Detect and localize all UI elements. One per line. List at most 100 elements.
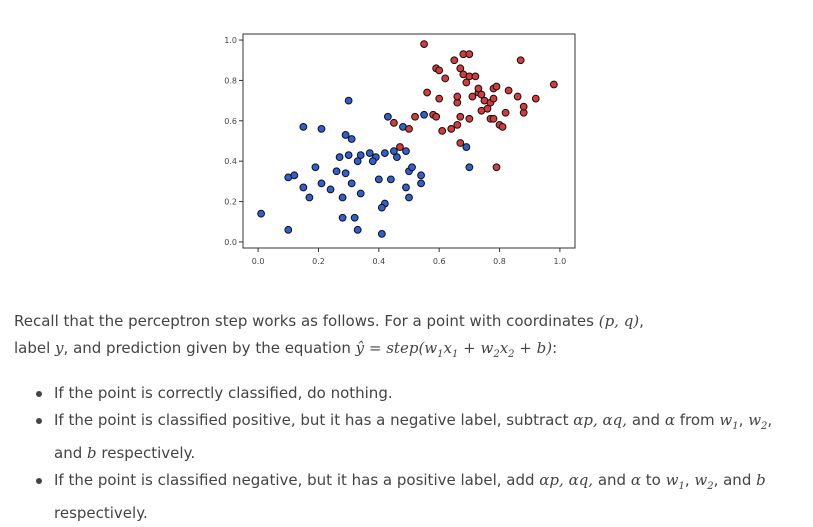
x-tick-label: 0.4 <box>372 257 385 266</box>
red-data-point <box>501 108 510 117</box>
blue-data-point <box>393 153 401 162</box>
blue-data-point <box>377 203 386 212</box>
blue-data-point <box>386 175 395 184</box>
blue-data-point <box>341 169 350 178</box>
red-data-point <box>456 64 465 73</box>
blue-data-point <box>417 179 425 188</box>
blue-data-point <box>368 157 377 166</box>
blue-data-point <box>462 143 471 151</box>
red-data-point <box>396 143 404 151</box>
blue-data-point <box>341 131 350 139</box>
rule-correct: If the point is correctly classified, do… <box>36 380 804 407</box>
red-data-point <box>441 74 450 83</box>
blue-data-point <box>356 189 365 198</box>
y-tick-label: 0.2 <box>224 198 237 207</box>
x-tick-label: 0.2 <box>312 257 325 266</box>
red-data-point <box>450 56 459 65</box>
blue-data-point <box>390 147 398 155</box>
y-tick-label: 0.0 <box>224 238 237 247</box>
blue-data-point <box>402 147 410 155</box>
red-data-point <box>465 50 474 59</box>
red-data-point <box>411 112 419 121</box>
data-points <box>257 40 558 238</box>
y-tick-label: 0.4 <box>224 157 237 166</box>
red-data-point <box>504 86 513 95</box>
red-data-point <box>468 92 477 101</box>
blue-data-point <box>347 135 356 143</box>
x-tick-label: 0.6 <box>433 257 446 266</box>
red-data-point <box>483 104 492 113</box>
intro-line-1: Recall that the perceptron step works as… <box>14 312 644 330</box>
red-data-point <box>489 114 498 123</box>
blue-data-point <box>353 225 362 234</box>
blue-data-point <box>326 185 335 194</box>
blue-data-point <box>290 171 299 180</box>
blue-data-point <box>417 171 425 180</box>
blue-data-point <box>405 193 413 202</box>
red-data-point <box>453 120 462 129</box>
red-data-point <box>513 92 522 101</box>
blue-data-point <box>338 213 347 222</box>
red-data-point <box>489 94 498 103</box>
blue-data-point <box>299 183 308 192</box>
perceptron-rules-list: If the point is correctly classified, do… <box>14 380 804 527</box>
y-tick-label: 0.6 <box>224 117 237 126</box>
intro-line-2: label y, and prediction given by the equ… <box>14 339 558 360</box>
blue-data-point <box>350 213 359 222</box>
x-tick-label: 0.8 <box>493 257 506 266</box>
blue-data-point <box>257 209 266 218</box>
red-data-point <box>492 82 501 91</box>
blue-data-point <box>383 112 392 121</box>
red-data-point <box>447 124 456 133</box>
blue-data-point <box>465 163 474 172</box>
plot-area <box>242 33 576 249</box>
scatter-plot: 0.0 0.2 0.4 0.6 0.8 1.0 0.0 0.2 0.4 0.6 0.8 1.0 <box>224 33 576 266</box>
blue-data-point <box>299 122 308 131</box>
blue-data-point <box>332 167 341 176</box>
blue-data-point <box>408 163 416 172</box>
red-data-point <box>492 163 501 172</box>
red-data-point <box>462 78 471 87</box>
blue-data-point <box>338 193 347 202</box>
red-data-point <box>435 66 444 75</box>
blue-data-point <box>365 149 374 158</box>
red-data-point <box>549 80 558 89</box>
blue-data-point <box>374 175 383 184</box>
blue-data-point <box>305 193 314 202</box>
blue-data-point <box>356 151 365 160</box>
red-data-point <box>474 84 483 93</box>
blue-data-point <box>353 157 362 166</box>
blue-data-point <box>402 183 410 192</box>
blue-data-point <box>317 124 326 133</box>
rule-false-negative: If the point is classified negative, but… <box>36 467 804 527</box>
blue-data-point <box>335 153 344 162</box>
blue-data-point <box>284 225 293 234</box>
explanation-text: Recall that the perceptron step works as… <box>14 308 804 527</box>
red-data-point <box>420 40 428 48</box>
x-tick-label: 0.0 <box>252 257 265 266</box>
red-data-point <box>456 112 465 121</box>
red-data-point <box>423 88 432 97</box>
red-data-point <box>498 122 507 131</box>
rule-false-positive: If the point is classified positive, but… <box>36 407 804 467</box>
y-tick-label: 0.8 <box>224 76 237 85</box>
blue-data-point <box>344 151 353 160</box>
red-data-point <box>438 127 447 135</box>
blue-data-point <box>344 96 353 105</box>
red-data-point <box>405 124 413 133</box>
blue-data-point <box>347 179 356 188</box>
blue-data-point <box>317 179 326 188</box>
blue-data-point <box>311 163 320 172</box>
red-data-point <box>471 72 480 81</box>
red-data-point <box>390 118 398 127</box>
blue-data-point <box>420 110 428 119</box>
x-tick-label: 1.0 <box>554 257 567 266</box>
red-data-point <box>435 94 444 103</box>
axis-ticks: 0.0 0.2 0.4 0.6 0.8 1.0 0.0 0.2 0.4 0.6 0.8 1.0 <box>224 36 566 266</box>
red-data-point <box>531 94 540 103</box>
red-data-point <box>465 114 474 123</box>
red-data-point <box>432 112 441 121</box>
red-data-point <box>519 102 528 111</box>
y-tick-label: 1.0 <box>224 36 237 45</box>
red-data-point <box>477 90 486 99</box>
